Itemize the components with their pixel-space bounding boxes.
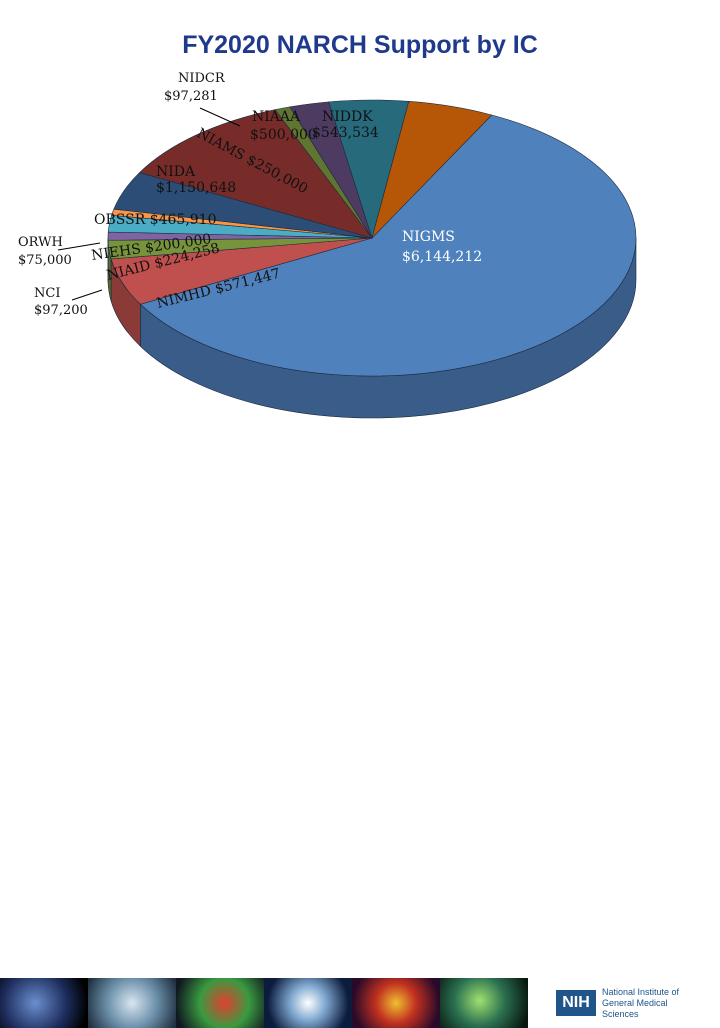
footer-image-4 [264,978,352,1028]
footer-image-2 [88,978,176,1028]
slice-label-nci-name: NCI [34,286,60,301]
leader-line-nci [72,290,102,300]
slice-label-orwh-name: ORWH [18,235,63,250]
slice-label-obssr: OBSSR $465,910 [94,212,217,228]
slice-label-nigms-name: NIGMS [402,229,455,245]
slice-label-nigms-amount: $6,144,212 [402,249,482,265]
pie-chart: FY2020 NARCH Support by IC NIGMS $6,144,2… [0,0,720,540]
slice-label-nidcr-amount: $97,281 [164,89,218,104]
footer-image-6 [440,978,528,1028]
slice-label-niaaa-name: NIAAA [252,109,301,125]
slice-label-niaaa-amount: $500,000 [250,127,317,143]
nih-logo-line-1: National Institute of [602,987,706,998]
slice-label-nidcr-name: NIDCR [178,71,226,86]
leader-line-nidcr [200,108,240,126]
slice-label-nida-amount: $1,150,648 [156,180,236,196]
slice-label-nci-amount: $97,200 [34,303,88,318]
slice-label-niddk-name: NIDDK [322,109,373,125]
nih-logo-text: National Institute of General Medical Sc… [602,987,706,1020]
footer-image-1 [0,978,88,1028]
chart-title: FY2020 NARCH Support by IC [182,31,538,59]
nih-logo: NIH National Institute of General Medica… [556,984,706,1022]
nih-logo-mark: NIH [556,990,596,1016]
slice-label-niddk-amount: $543,534 [312,125,379,141]
slice-label-nida-name: NIDA [156,164,196,180]
slice-label-orwh-amount: $75,000 [18,253,72,268]
footer-image-3 [176,978,264,1028]
footer-image-5 [352,978,440,1028]
nih-logo-line-2: General Medical Sciences [602,998,706,1020]
footer-image-strip: NIH National Institute of General Medica… [0,488,720,540]
